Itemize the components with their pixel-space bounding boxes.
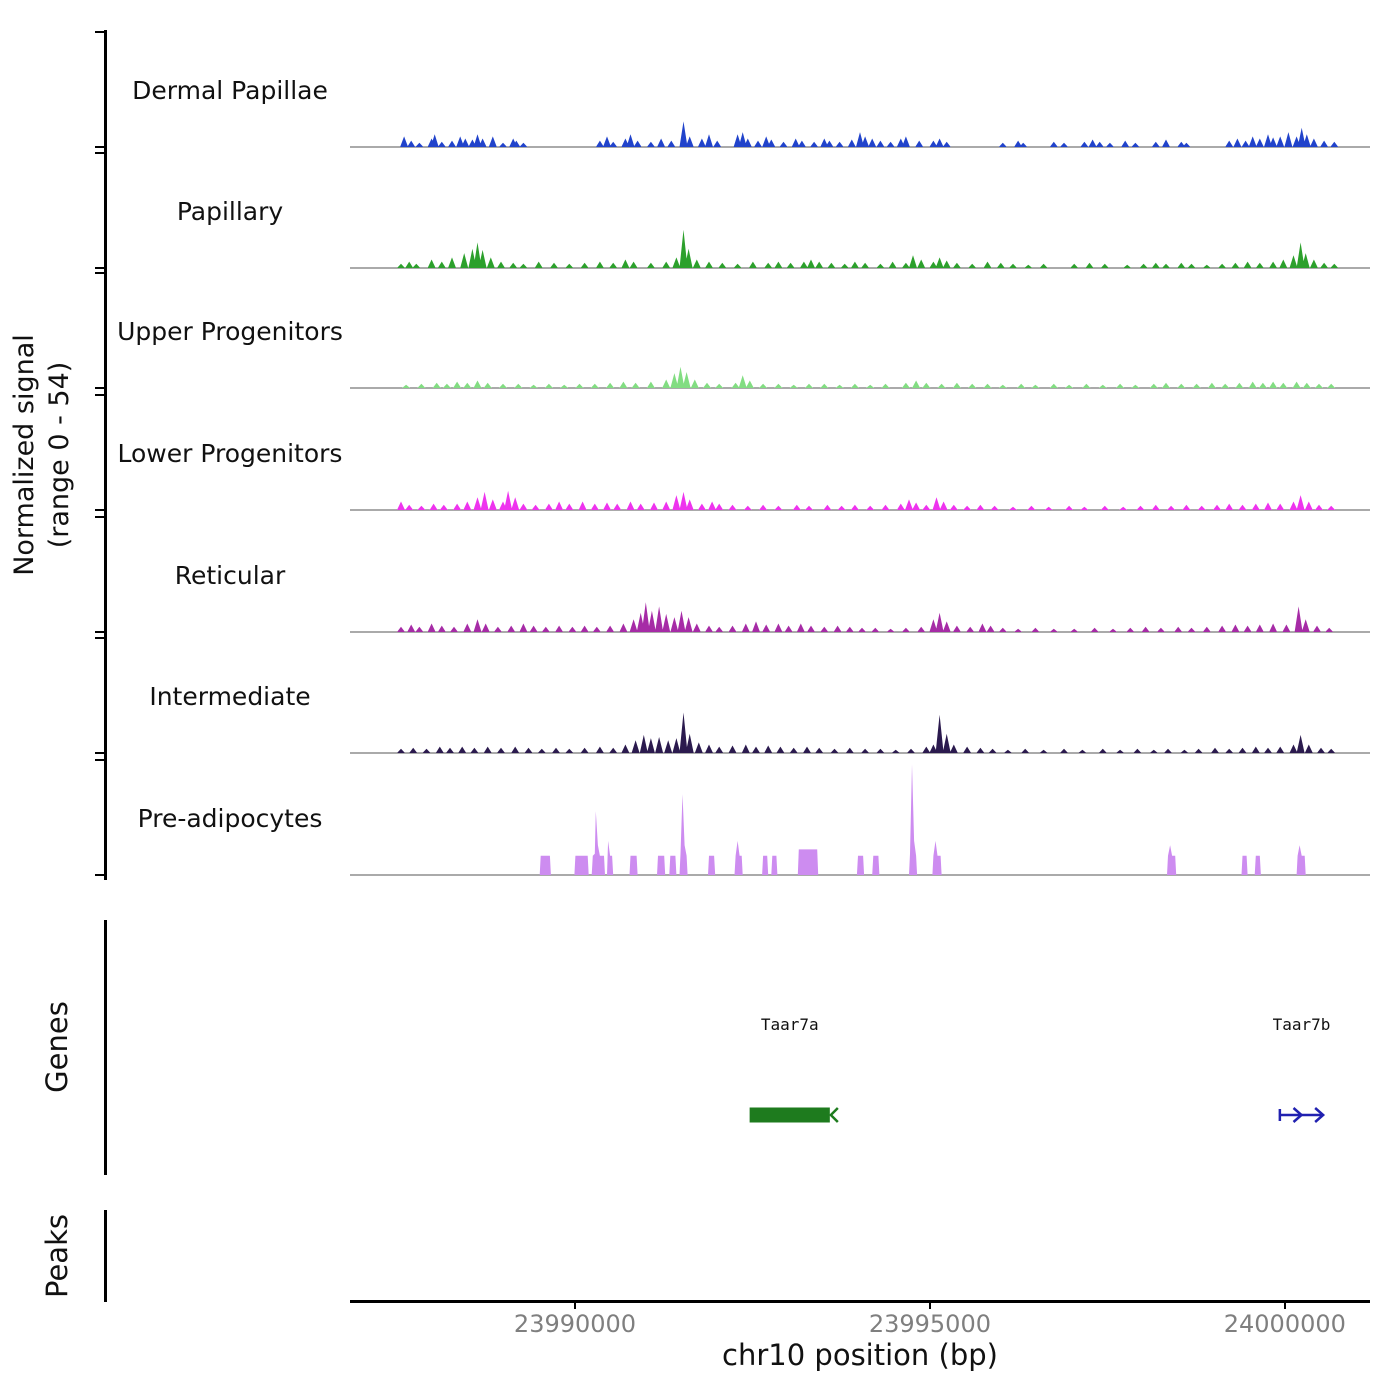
track-label-lower-progenitors: Lower Progenitors [117, 439, 343, 468]
signal-area-upper-progenitors [350, 366, 1370, 388]
y-axis-title-line1: Normalized signal [8, 334, 40, 576]
y-axis-tick [95, 509, 104, 511]
gene-strand-arrow-taar7a [829, 1107, 839, 1123]
signal-tracks-canvas [350, 121, 1370, 876]
x-tick-label-23995000: 23995000 [868, 1310, 991, 1338]
signal-area-lower-progenitors [350, 490, 1370, 510]
signal-area-reticular [350, 602, 1370, 632]
track-label-dermal-papillae: Dermal Papillae [132, 76, 328, 105]
y-axis-tick [95, 146, 104, 148]
x-axis-title: chr10 position (bp) [722, 1338, 998, 1372]
peaks-axis-line [104, 1210, 107, 1302]
peaks-section-label: Peaks [40, 1214, 75, 1298]
track-label-intermediate: Intermediate [149, 682, 311, 711]
track-label-reticular: Reticular [174, 561, 286, 590]
y-axis-tick [95, 637, 104, 639]
track-label-pre-adipocytes: Pre-adipocytes [137, 804, 323, 833]
y-axis-tick [95, 387, 104, 389]
track-label-upper-progenitors: Upper Progenitors [117, 317, 343, 346]
y-axis-title: Normalized signal (range 0 - 54) [7, 334, 77, 576]
y-axis-tick [95, 752, 104, 754]
y-axis-tick [95, 631, 104, 633]
x-tick-label-24000000: 24000000 [1223, 1310, 1346, 1338]
y-axis-tick [95, 759, 104, 761]
y-axis-tick [95, 152, 104, 154]
gene-label-taar7a: Taar7a [761, 1015, 819, 1034]
gene-body-taar7a [749, 1107, 830, 1123]
x-tick-label-23990000: 23990000 [513, 1310, 637, 1338]
signal-area-dermal-papillae [350, 121, 1370, 147]
gene-strand-arrow-taar7b-1 [1314, 1107, 1326, 1123]
y-axis-tick [95, 516, 104, 518]
y-axis-tick [95, 272, 104, 274]
x-axis-tick [1283, 1300, 1286, 1309]
x-axis-tick [928, 1300, 931, 1309]
y-axis-tick [95, 874, 104, 876]
genes-section-label: Genes [40, 1001, 75, 1093]
x-axis-line [350, 1300, 1370, 1303]
genes-axis-line [104, 920, 107, 1175]
signal-area-intermediate [350, 712, 1370, 753]
signal-area-pre-adipocytes [350, 764, 1370, 875]
y-axis-tick [95, 267, 104, 269]
genes-canvas: Taar7a Taar7b [749, 1015, 1331, 1123]
y-axis-tick [95, 394, 104, 396]
gene-strand-arrow-taar7b-0 [1292, 1107, 1304, 1123]
x-axis-tick [574, 1300, 576, 1309]
track-label-papillary: Papillary [176, 197, 284, 226]
signal-y-axis-line [104, 30, 107, 880]
signal-area-papillary [350, 229, 1370, 268]
gene-label-taar7b: Taar7b [1273, 1015, 1331, 1034]
y-axis-tick [95, 31, 104, 33]
y-axis-title-line2: (range 0 - 54) [44, 361, 75, 549]
